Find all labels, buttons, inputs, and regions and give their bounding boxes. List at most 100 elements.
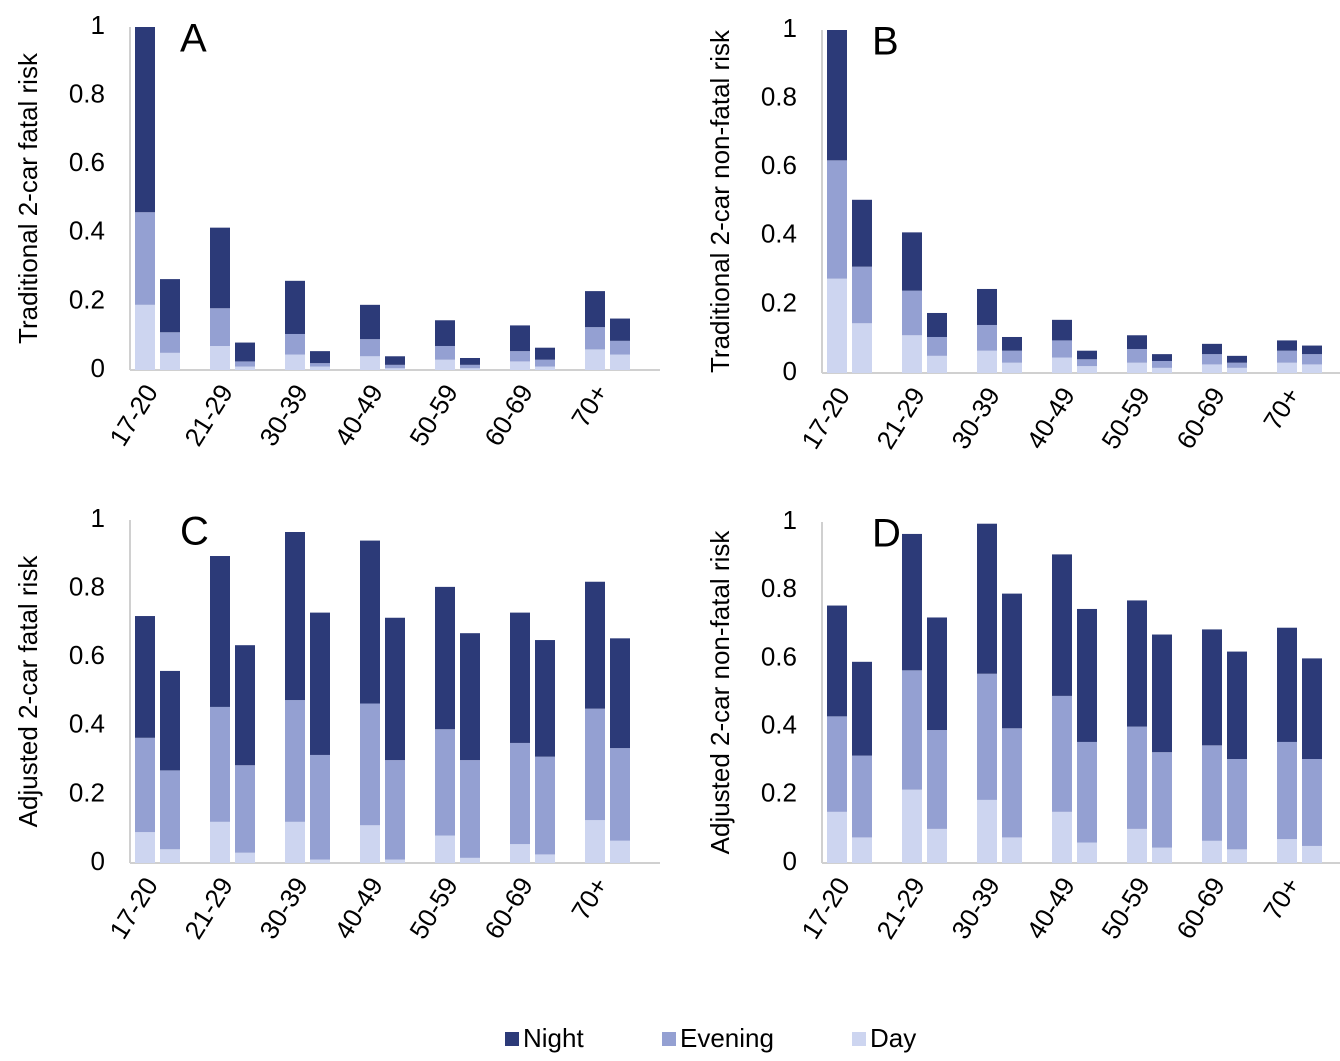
bar-segment: [535, 359, 555, 367]
x-tick-label: 40-49: [328, 872, 389, 944]
bar-segment: [1052, 357, 1072, 373]
bar-segment: [977, 324, 997, 351]
bar-segment: [1202, 745, 1222, 841]
x-tick-label: 40-49: [328, 379, 389, 451]
x-tick-label: 50-59: [1095, 872, 1156, 944]
bar-segment: [435, 320, 455, 346]
x-tick-label: 60-69: [1170, 382, 1231, 454]
bar-segment: [1077, 741, 1097, 843]
bar-segment: [310, 363, 330, 367]
bar-segment: [852, 661, 872, 756]
bar-segment: [927, 730, 947, 829]
x-tick-label: 50-59: [403, 379, 464, 451]
bar-segment: [1127, 348, 1147, 363]
legend-label: Day: [870, 1023, 916, 1053]
panel-label: C: [180, 510, 209, 554]
bar-segment: [977, 523, 997, 674]
y-tick-label: 0.8: [761, 573, 797, 603]
y-tick-label: 1: [783, 505, 797, 535]
y-tick-label: 0.6: [761, 150, 797, 180]
bar-segment: [360, 825, 380, 863]
panel-label: B: [872, 20, 899, 64]
bar-segment: [927, 617, 947, 731]
bar-segment: [210, 308, 230, 346]
bar-segment: [902, 290, 922, 336]
bar-segment: [902, 335, 922, 373]
y-tick-label: 0: [91, 353, 105, 383]
bar-segment: [435, 359, 455, 370]
x-tick-label: 60-69: [478, 872, 539, 944]
x-tick-label: 40-49: [1020, 872, 1081, 944]
panel-label: A: [180, 17, 207, 61]
bar-segment: [585, 349, 605, 370]
y-tick-label: 0.4: [761, 219, 797, 249]
bar-segment: [160, 770, 180, 850]
legend-swatch: [662, 1032, 676, 1046]
bar-segment: [460, 760, 480, 858]
x-tick-label: 21-29: [870, 382, 931, 454]
bar-segment: [535, 756, 555, 855]
bar-segment: [1152, 354, 1172, 361]
y-tick-label: 1: [91, 503, 105, 533]
y-tick-label: 0.8: [761, 81, 797, 111]
y-tick-label: 0: [91, 846, 105, 876]
bar-segment: [1002, 350, 1022, 363]
x-tick-label: 30-39: [945, 382, 1006, 454]
bar-segment: [1277, 362, 1297, 373]
bar-segment: [1052, 340, 1072, 358]
y-axis-label: Adjusted 2-car non-fatal risk: [705, 530, 735, 855]
bar-segment: [385, 859, 405, 863]
bar-segment: [310, 366, 330, 370]
x-tick-label: 17-20: [795, 872, 856, 944]
bar-segment: [1302, 658, 1322, 759]
bar-segment: [510, 351, 530, 362]
bar-segment: [902, 533, 922, 671]
bar-segment: [235, 361, 255, 367]
bar-segment: [927, 355, 947, 373]
bar-segment: [977, 350, 997, 373]
bar-segment: [1227, 355, 1247, 363]
bar-segment: [585, 327, 605, 350]
bar-segment: [585, 708, 605, 821]
bar-segment: [435, 729, 455, 836]
bar-segment: [535, 366, 555, 370]
bar-segment: [852, 323, 872, 373]
bar-segment: [510, 742, 530, 845]
bar-segment: [160, 352, 180, 370]
bar-segment: [1002, 362, 1022, 373]
bar-segment: [1127, 600, 1147, 727]
bar-segment: [210, 556, 230, 707]
bar-segment: [852, 266, 872, 324]
bar-segment: [1277, 350, 1297, 363]
bar-segment: [510, 325, 530, 352]
bar-segment: [285, 700, 305, 822]
bar-segment: [1152, 360, 1172, 368]
bar-segment: [510, 361, 530, 370]
bar-segment: [235, 765, 255, 853]
bar-segment: [135, 304, 155, 370]
bar-segment: [977, 288, 997, 325]
bar-segment: [1127, 362, 1147, 373]
bar-segment: [435, 586, 455, 730]
bar-segment: [1002, 336, 1022, 351]
bar-segment: [927, 312, 947, 337]
bar-segment: [610, 748, 630, 841]
bar-segment: [435, 835, 455, 863]
panel-label: D: [872, 512, 901, 556]
bar-segment: [827, 811, 847, 863]
x-tick-label: 30-39: [253, 379, 314, 451]
legend-label: Evening: [680, 1023, 774, 1053]
bar-segment: [385, 760, 405, 860]
bar-segment: [360, 339, 380, 357]
bar-segment: [235, 852, 255, 863]
bar-segment: [160, 849, 180, 863]
y-tick-label: 0.6: [761, 641, 797, 671]
bar-segment: [1002, 837, 1022, 863]
bar-segment: [235, 366, 255, 370]
bar-segment: [510, 844, 530, 863]
bar-segment: [977, 673, 997, 800]
y-axis-label: Adjusted 2-car fatal risk: [13, 555, 43, 828]
bar-segment: [1277, 839, 1297, 863]
bar-segment: [1202, 343, 1222, 355]
bar-segment: [1077, 350, 1097, 360]
